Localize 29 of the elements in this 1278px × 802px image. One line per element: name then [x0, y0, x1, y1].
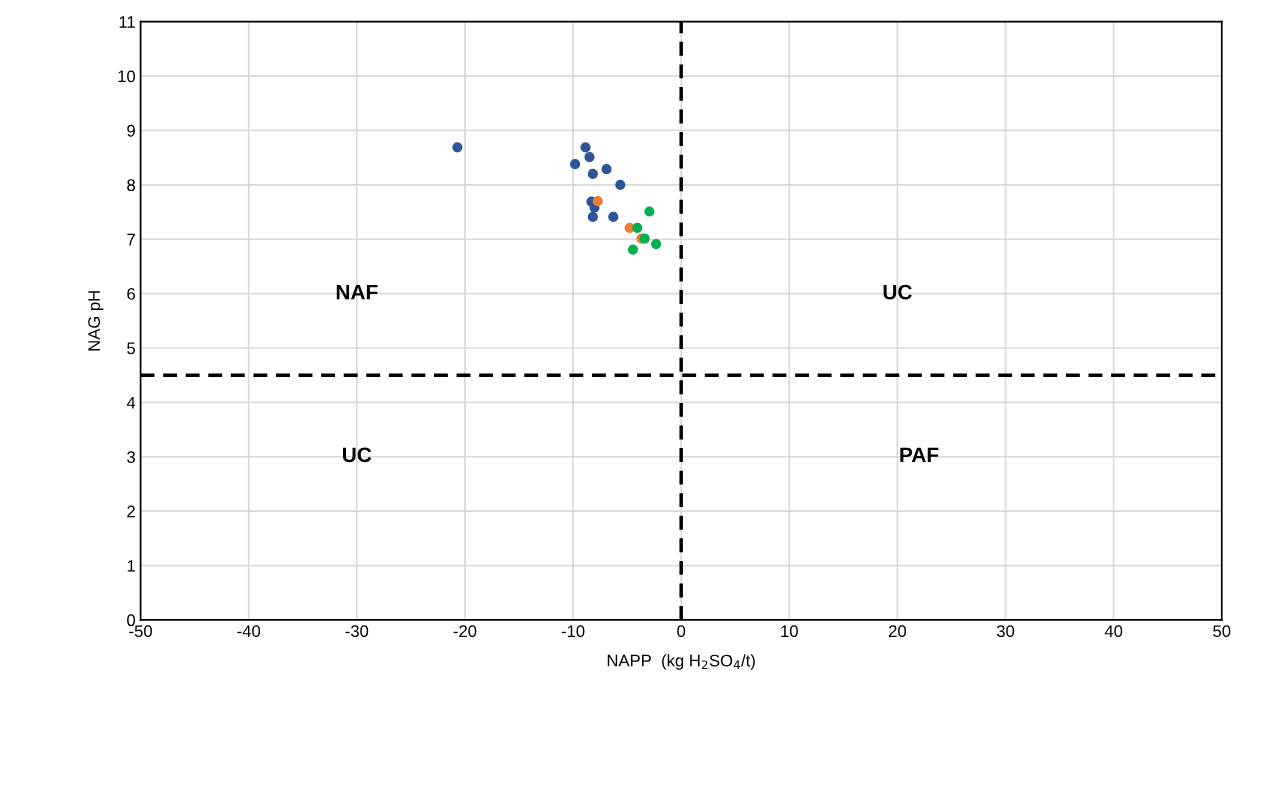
x-axis-title: NAPP (kg H$_{2}$SO$_{4}$/t): [607, 654, 755, 670]
y-tick-label: 1: [127, 560, 135, 572]
y-tick-label: 2: [127, 505, 135, 518]
annotation: PAF: [900, 447, 939, 462]
y-tick-label: 0: [127, 614, 136, 627]
y-tick-label: 4: [126, 396, 136, 409]
x-tick-label: 50: [1213, 625, 1231, 638]
annotation: UC: [343, 447, 372, 463]
y-tick-label: 10: [118, 70, 136, 83]
x-tick-label: -30: [345, 625, 369, 638]
y-tick-label: 6: [127, 288, 135, 300]
x-tick-label: -40: [237, 625, 261, 638]
y-tick-label: 3: [127, 451, 135, 463]
annotation: NAF: [336, 284, 378, 300]
y-tick-label: 8: [127, 179, 135, 192]
y-axis-title: NAG pH: [88, 291, 104, 351]
x-tick-label: 20: [888, 625, 907, 638]
y-tick-label: 11: [119, 16, 135, 28]
x-tick-label: -20: [453, 625, 477, 638]
x-tick-label: 0: [677, 625, 686, 638]
y-tick-label: 7: [127, 233, 135, 246]
x-tick-label: 30: [996, 625, 1015, 638]
x-tick-label: -10: [561, 625, 585, 638]
x-tick-label: 10: [781, 625, 798, 638]
y-tick-label: 5: [127, 342, 136, 355]
annotation: UC: [883, 284, 912, 300]
y-tick-label: 9: [127, 124, 135, 137]
x-tick-label: 40: [1104, 625, 1123, 638]
x-tick-label: -50: [129, 625, 152, 638]
